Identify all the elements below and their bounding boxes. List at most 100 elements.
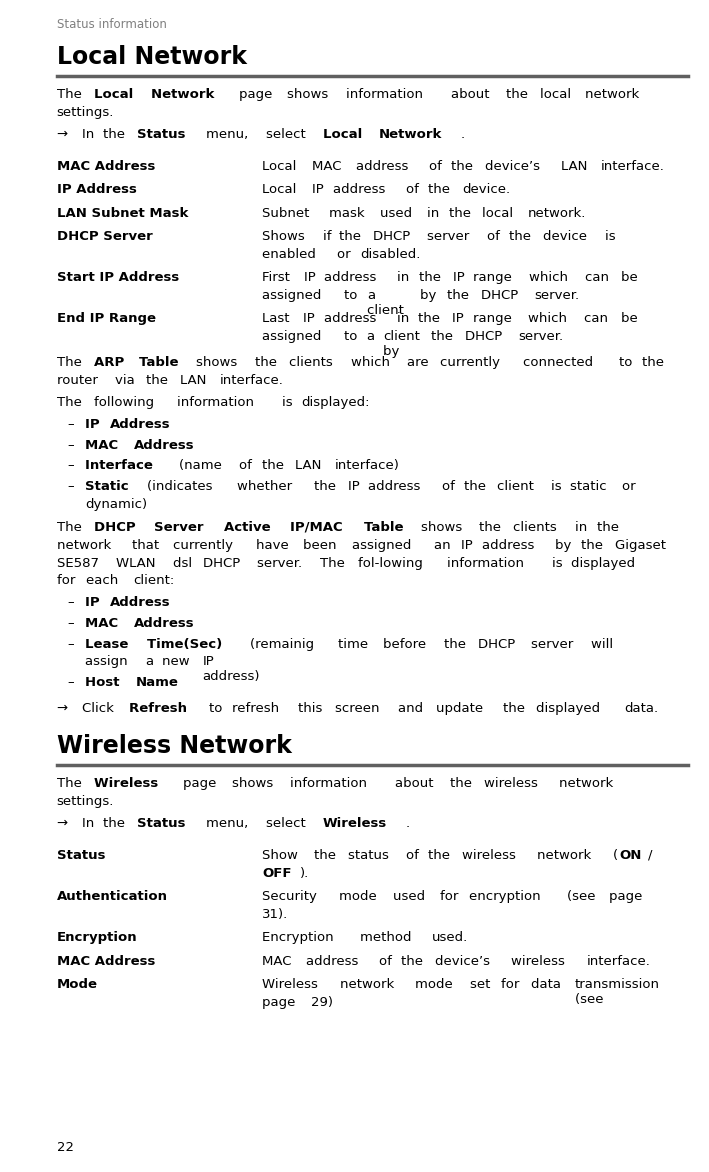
Text: (name: (name <box>179 459 225 472</box>
Text: in: in <box>428 206 444 219</box>
Text: IP
address): IP address) <box>203 655 260 683</box>
Text: time: time <box>338 638 373 650</box>
Text: clients: clients <box>289 356 337 369</box>
Text: can: can <box>584 312 613 326</box>
Text: a: a <box>145 655 158 668</box>
Text: Network: Network <box>151 88 219 101</box>
Text: shows: shows <box>196 356 242 369</box>
Text: the: the <box>449 206 475 219</box>
Text: Network: Network <box>379 128 442 141</box>
Text: –: – <box>67 479 74 492</box>
Text: of: of <box>442 479 459 492</box>
Text: IP: IP <box>452 312 468 326</box>
Text: Wireless Network: Wireless Network <box>57 734 291 758</box>
Text: that: that <box>132 539 164 552</box>
Text: the: the <box>450 777 476 790</box>
Text: device’s: device’s <box>435 954 494 968</box>
Text: Local: Local <box>323 128 367 141</box>
Text: the: the <box>444 638 470 650</box>
Text: the: the <box>340 230 366 243</box>
Text: in: in <box>398 271 414 284</box>
Text: currently: currently <box>440 356 504 369</box>
Text: network: network <box>340 977 398 992</box>
Text: Status: Status <box>138 817 190 830</box>
Text: page: page <box>609 890 647 904</box>
Text: static: static <box>570 479 610 492</box>
Text: device.: device. <box>462 183 510 196</box>
Text: which: which <box>529 271 572 284</box>
Text: –: – <box>67 676 74 689</box>
Text: server.: server. <box>257 557 306 570</box>
Text: MAC: MAC <box>312 159 346 172</box>
Text: wireless: wireless <box>511 954 569 968</box>
Text: Local: Local <box>262 159 301 172</box>
Text: the: the <box>642 356 668 369</box>
Text: is: is <box>552 557 566 570</box>
Text: –: – <box>67 597 74 609</box>
Text: to: to <box>619 356 637 369</box>
Text: address: address <box>369 479 425 492</box>
Text: the: the <box>509 230 535 243</box>
Text: enabled: enabled <box>262 247 320 260</box>
Text: the: the <box>314 849 340 861</box>
Text: the: the <box>464 479 490 492</box>
Text: of: of <box>406 849 423 861</box>
Text: device’s: device’s <box>485 159 544 172</box>
Text: the: the <box>418 312 445 326</box>
Text: of: of <box>240 459 257 472</box>
Text: client: client <box>498 479 539 492</box>
Text: →: → <box>57 702 77 715</box>
Text: .: . <box>461 128 465 141</box>
Text: Last: Last <box>262 312 294 326</box>
Text: information: information <box>177 396 259 409</box>
Text: of: of <box>487 230 504 243</box>
Text: The: The <box>320 557 350 570</box>
Text: displayed:: displayed: <box>301 396 370 409</box>
Text: In: In <box>82 817 99 830</box>
Text: Local: Local <box>262 183 301 196</box>
Text: Shows: Shows <box>262 230 309 243</box>
Text: ARP: ARP <box>94 356 129 369</box>
Text: fol-lowing: fol-lowing <box>358 557 427 570</box>
Text: Host: Host <box>85 676 124 689</box>
Text: displayed: displayed <box>571 557 640 570</box>
Text: network.: network. <box>528 206 586 219</box>
Text: Active: Active <box>224 522 275 534</box>
Text: ON: ON <box>619 849 642 861</box>
Text: be: be <box>620 312 642 326</box>
Text: /: / <box>648 849 653 861</box>
Text: to: to <box>345 289 362 302</box>
Text: assigned: assigned <box>262 331 326 343</box>
Text: –: – <box>67 418 74 431</box>
Text: Address: Address <box>134 616 194 631</box>
Text: network: network <box>586 88 644 101</box>
Text: Status: Status <box>138 128 190 141</box>
Text: LAN: LAN <box>180 374 211 387</box>
Text: MAC Address: MAC Address <box>57 159 155 172</box>
Text: network: network <box>559 777 618 790</box>
Text: .: . <box>406 817 410 830</box>
Text: –: – <box>67 459 74 472</box>
Text: router: router <box>57 374 102 387</box>
Text: mode: mode <box>339 890 381 904</box>
Text: Server: Server <box>154 522 208 534</box>
Text: Authentication: Authentication <box>57 890 168 904</box>
Text: can: can <box>585 271 613 284</box>
Text: In: In <box>82 128 99 141</box>
Text: the: the <box>104 817 130 830</box>
Text: select: select <box>266 817 310 830</box>
Text: client:: client: <box>133 574 174 587</box>
Text: →: → <box>57 817 77 830</box>
Text: →: → <box>57 128 77 141</box>
Text: Encryption: Encryption <box>57 932 138 945</box>
Text: server.: server. <box>535 289 579 302</box>
Text: information: information <box>291 777 372 790</box>
Text: (remainig: (remainig <box>250 638 318 650</box>
Text: interface.: interface. <box>586 954 650 968</box>
Text: is: is <box>282 396 297 409</box>
Text: following: following <box>94 396 159 409</box>
Text: Time(Sec): Time(Sec) <box>147 638 227 650</box>
Text: assigned: assigned <box>262 289 326 302</box>
Text: Show: Show <box>262 849 303 861</box>
Text: used: used <box>393 890 429 904</box>
